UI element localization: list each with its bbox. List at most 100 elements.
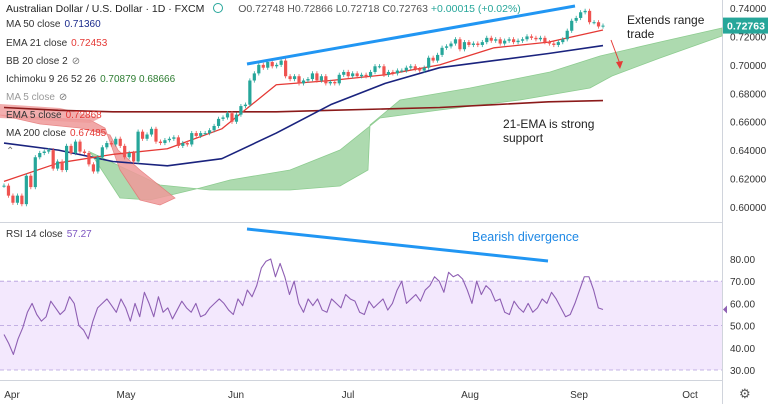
candle bbox=[373, 66, 377, 72]
collapse-legend-icon[interactable]: ⌃ bbox=[6, 146, 15, 157]
candle bbox=[118, 138, 122, 146]
candle bbox=[395, 70, 399, 74]
candle bbox=[467, 42, 471, 45]
time-tick-label: Jun bbox=[228, 390, 244, 401]
time-tick-label: Oct bbox=[682, 390, 698, 401]
rsi-last-marker bbox=[723, 305, 727, 314]
legend-ma5[interactable]: MA 5 close ⊘ bbox=[6, 92, 67, 103]
legend-ma200[interactable]: MA 200 close 0.67485 bbox=[6, 128, 106, 139]
candle bbox=[306, 79, 310, 81]
candle bbox=[109, 143, 113, 145]
candle bbox=[225, 113, 230, 118]
candle bbox=[351, 73, 355, 77]
annotation-arrowhead bbox=[616, 61, 623, 69]
candle bbox=[261, 64, 265, 68]
legend-rsi[interactable]: RSI 14 close 57.27 bbox=[6, 229, 92, 240]
legend-ma200-label: MA 200 close bbox=[6, 128, 67, 139]
candle bbox=[449, 43, 453, 47]
candle bbox=[154, 128, 158, 142]
candle bbox=[565, 30, 569, 40]
candle bbox=[239, 106, 243, 115]
rsi-tick-label: 50.00 bbox=[730, 322, 755, 333]
legend-ema21[interactable]: EMA 21 close 0.72453 bbox=[6, 38, 107, 49]
price-tick-label: 0.68000 bbox=[730, 89, 767, 100]
candle bbox=[105, 143, 109, 148]
candle bbox=[552, 43, 556, 45]
candle bbox=[328, 81, 332, 84]
candle bbox=[301, 80, 306, 84]
legend-ichimoku[interactable]: Ichimoku 9 26 52 26 0.70879 0.68666 bbox=[6, 74, 175, 85]
symbol-title: Australian Dollar / U.S. Dollar · 1D · F… bbox=[6, 3, 205, 15]
legend-ma50-label: MA 50 close bbox=[6, 19, 61, 30]
candle bbox=[516, 40, 520, 43]
candle bbox=[534, 37, 538, 40]
legend-ma5-label: MA 5 close bbox=[6, 92, 55, 103]
legend-ma50[interactable]: MA 50 close 0.71360 bbox=[6, 19, 101, 30]
candle bbox=[194, 133, 198, 136]
candle bbox=[257, 64, 261, 74]
candle bbox=[489, 37, 493, 41]
candle bbox=[458, 39, 462, 50]
legend-bb20[interactable]: BB 20 close 2 ⊘ bbox=[6, 56, 80, 67]
price-tick-label: 0.62000 bbox=[730, 175, 767, 186]
candle bbox=[199, 133, 203, 136]
candle bbox=[234, 114, 239, 122]
legend-ema5-label: EMA 5 close bbox=[6, 110, 62, 121]
candle bbox=[279, 60, 283, 65]
candle bbox=[297, 76, 301, 84]
settings-gear-icon[interactable]: ⚙ bbox=[739, 386, 751, 401]
candle bbox=[181, 143, 185, 146]
candle bbox=[69, 145, 73, 153]
candle bbox=[172, 137, 176, 139]
candle bbox=[266, 62, 270, 68]
candle bbox=[543, 37, 547, 43]
candle bbox=[56, 161, 60, 169]
candle bbox=[73, 141, 78, 153]
candle bbox=[547, 42, 551, 44]
candle bbox=[149, 128, 154, 135]
candle bbox=[310, 73, 315, 80]
candle bbox=[185, 143, 189, 145]
candle bbox=[203, 133, 207, 135]
rsi-tick-label: 80.00 bbox=[730, 255, 755, 266]
eye-off-icon[interactable]: ⊘ bbox=[71, 56, 81, 67]
annotation-ema-support: 21-EMA is strong bbox=[503, 117, 594, 131]
candle bbox=[248, 80, 252, 105]
candle bbox=[368, 71, 373, 77]
candle bbox=[511, 39, 516, 43]
legend-ema5[interactable]: EMA 5 close 0.72868 bbox=[6, 110, 102, 121]
candle bbox=[346, 71, 350, 77]
candle bbox=[216, 118, 221, 126]
candle bbox=[440, 47, 444, 55]
candle bbox=[494, 39, 498, 41]
candle bbox=[87, 152, 91, 165]
candle bbox=[529, 36, 534, 38]
candle bbox=[60, 161, 64, 171]
candle bbox=[24, 175, 28, 205]
candle bbox=[391, 71, 395, 74]
annotation-ema-support: support bbox=[503, 131, 544, 145]
candle bbox=[579, 12, 583, 18]
candle bbox=[561, 39, 565, 43]
candle bbox=[212, 125, 216, 131]
candle bbox=[145, 134, 149, 139]
candle bbox=[324, 76, 328, 84]
ichimoku-cloud-bullish bbox=[88, 27, 723, 201]
candle bbox=[592, 22, 596, 24]
candle bbox=[574, 17, 578, 21]
candle bbox=[360, 74, 364, 77]
last-price-badge bbox=[723, 17, 768, 34]
legend-ma50-value: 0.71360 bbox=[64, 19, 101, 30]
candle bbox=[333, 81, 337, 84]
legend-ichimoku-label: Ichimoku 9 26 52 26 bbox=[6, 74, 97, 85]
candle bbox=[288, 76, 292, 80]
candle bbox=[520, 39, 525, 41]
legend-rsi-label: RSI 14 close bbox=[6, 229, 63, 240]
annotation-extends-range: trade bbox=[627, 27, 655, 41]
candle bbox=[96, 157, 100, 172]
eye-off-icon[interactable]: ⊘ bbox=[58, 92, 68, 103]
chart-title-row: Australian Dollar / U.S. Dollar · 1D · F… bbox=[6, 3, 521, 15]
candle bbox=[11, 195, 15, 203]
rsi-trendline bbox=[246, 227, 549, 263]
